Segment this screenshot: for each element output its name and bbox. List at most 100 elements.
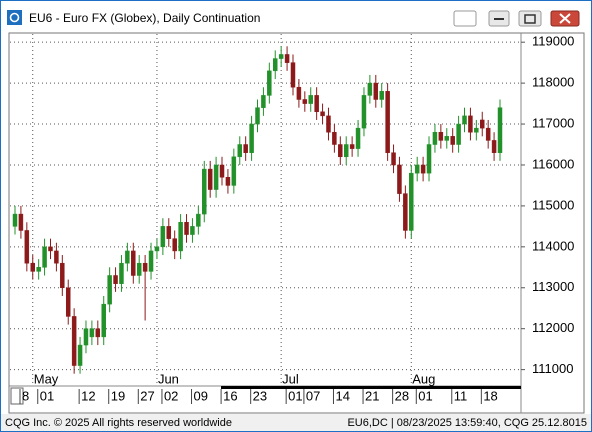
month-label: Jul	[282, 371, 299, 386]
y-tick-label: 111000	[532, 361, 573, 376]
footer-right: EU6,DC | 08/23/2025 13:59:40, CQG 25.12.…	[347, 417, 587, 429]
candle-body	[349, 144, 355, 149]
candle-body	[391, 152, 396, 166]
candle-body	[480, 119, 485, 129]
candle-body	[485, 127, 491, 141]
candle-body	[172, 238, 177, 252]
x-tick-label: 16	[223, 388, 237, 403]
candle-body	[166, 226, 172, 239]
window-buttons[interactable]	[453, 10, 580, 27]
candle-body	[213, 164, 219, 190]
candle-body	[148, 250, 154, 272]
candle-body	[207, 168, 213, 190]
scrollbar[interactable]	[221, 386, 521, 389]
candle-body	[267, 70, 272, 96]
candle-body	[373, 82, 379, 100]
candle-body	[65, 287, 71, 317]
candle-body	[24, 230, 30, 264]
month-label: Aug	[412, 371, 435, 386]
candle-body	[196, 213, 201, 227]
y-tick-label: 117000	[532, 115, 574, 130]
candle-body	[379, 91, 384, 100]
candle-body	[409, 172, 414, 231]
candle-body	[107, 275, 112, 305]
x-tick-label: 27	[140, 388, 154, 403]
candle-body	[18, 213, 24, 231]
candle-body	[367, 82, 373, 96]
candle-body	[284, 54, 290, 63]
candle-body	[30, 262, 35, 272]
candle-body	[261, 95, 266, 108]
x-tick-label: 01	[40, 388, 54, 403]
candle-body	[136, 262, 142, 276]
candle-body	[89, 328, 95, 338]
candle-body	[432, 131, 438, 145]
candle-body	[184, 222, 189, 235]
link-button[interactable]	[453, 10, 477, 27]
candle-body	[243, 144, 248, 153]
window-title: EU6 - Euro FX (Globex), Daily Continuati…	[29, 11, 260, 25]
candle-body	[202, 168, 207, 215]
candle-body	[101, 303, 106, 338]
candle-body	[326, 115, 331, 133]
candle-body	[125, 250, 130, 264]
x-tick-label: 01	[418, 388, 432, 403]
candle-body	[320, 111, 325, 117]
x-tick-label: 23	[253, 388, 267, 403]
x-tick-label: 14	[335, 388, 349, 403]
candle-body	[231, 156, 237, 186]
candle-body	[54, 250, 59, 264]
y-tick-label: 116000	[532, 156, 574, 171]
candle-body	[190, 226, 195, 235]
candle-body	[397, 164, 402, 194]
candle-body	[468, 115, 473, 133]
y-tick-label: 114000	[532, 238, 574, 253]
candle-body	[249, 123, 254, 153]
candle-body	[314, 95, 319, 113]
candle-body	[272, 58, 278, 72]
candle-body	[308, 95, 313, 104]
candle-body	[36, 267, 41, 272]
candle-body	[296, 86, 302, 100]
x-tick-label: 18	[483, 388, 497, 403]
candle-body	[255, 107, 260, 125]
candle-body	[403, 193, 408, 231]
chart-frame	[8, 32, 585, 414]
x-tick-label: 11	[454, 388, 468, 403]
candle-body	[119, 262, 124, 284]
candle-body	[414, 164, 420, 174]
candle-body	[290, 62, 296, 88]
app-icon	[7, 10, 22, 25]
candle-body	[142, 262, 148, 272]
app-icon-glyph	[9, 12, 20, 23]
candle-body	[278, 54, 284, 59]
candle-body	[450, 136, 455, 145]
candle-body	[77, 344, 83, 366]
candle-body	[60, 262, 65, 289]
x-tick-label: 12	[81, 388, 95, 403]
candle-body	[131, 250, 136, 276]
candle-body	[154, 246, 160, 252]
x-tick-label: 02	[164, 388, 178, 403]
candle-body	[491, 140, 497, 153]
candle-body	[95, 328, 101, 338]
month-label: May	[34, 371, 59, 386]
y-tick-label: 112000	[532, 320, 574, 335]
candle-body	[83, 328, 89, 346]
month-label: Jun	[158, 371, 179, 386]
candle-body	[338, 144, 343, 158]
candle-body	[42, 246, 47, 268]
x-tick-label: 19	[111, 388, 125, 403]
x-tick-label: 01	[288, 388, 302, 403]
candle-body	[438, 131, 444, 141]
candle-body	[456, 123, 461, 145]
candle-body	[426, 144, 432, 174]
candle-body	[71, 316, 77, 366]
candle-body	[302, 99, 308, 104]
status-bar	[1, 414, 591, 431]
x-tick-label: 07	[306, 388, 320, 403]
candle-body	[113, 275, 118, 284]
candle-body	[219, 164, 225, 178]
